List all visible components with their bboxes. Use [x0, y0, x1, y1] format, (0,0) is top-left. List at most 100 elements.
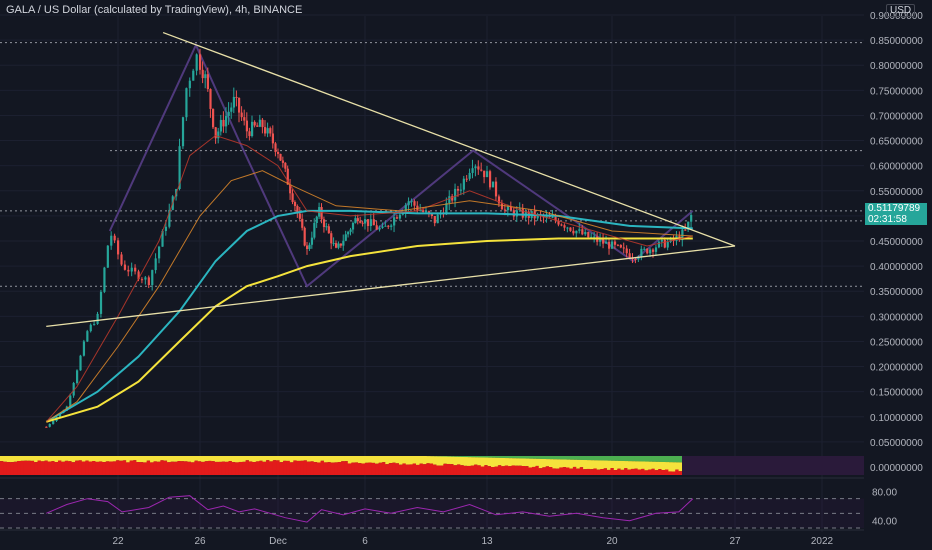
- candle-body: [687, 221, 690, 230]
- heat-cell: [146, 456, 151, 461]
- heat-cell: [95, 456, 100, 462]
- price-tick-label: 0.15000000: [870, 388, 923, 399]
- heat-cell: [453, 456, 458, 466]
- heat-cell: [225, 456, 230, 462]
- candle-body: [286, 168, 289, 185]
- heat-cell: [248, 461, 253, 475]
- price-tick-label: 0.40000000: [870, 262, 923, 273]
- heat-cell: [211, 461, 216, 475]
- candle-body: [147, 277, 150, 286]
- heat-cell: [150, 456, 155, 463]
- candle-body: [628, 253, 631, 259]
- candle-body: [684, 229, 687, 231]
- heat-cell: [160, 460, 165, 475]
- heat-cell: [535, 465, 540, 475]
- heat-cell: [535, 456, 540, 459]
- heat-cell: [624, 468, 629, 475]
- heat-cell: [637, 456, 642, 462]
- time-tick-label: Dec: [269, 536, 287, 547]
- heat-cell: [678, 462, 683, 472]
- price-axis[interactable]: 0.900000000.850000000.800000000.75000000…: [864, 0, 932, 550]
- candle-body: [206, 74, 209, 90]
- heat-cell: [20, 460, 25, 475]
- heat-cell: [375, 463, 380, 475]
- heat-cell: [156, 461, 161, 475]
- heat-cell: [129, 460, 134, 475]
- candle-body: [430, 214, 434, 216]
- candle-body: [256, 125, 259, 127]
- heat-cell: [658, 461, 663, 470]
- heat-cell: [211, 456, 216, 462]
- time-tick-label: 6: [362, 536, 368, 547]
- heat-cell: [190, 462, 195, 475]
- candle-body: [584, 232, 587, 235]
- heat-cell: [17, 456, 22, 461]
- candle-body: [646, 248, 649, 254]
- heat-cell: [395, 456, 400, 464]
- heat-cell: [463, 456, 468, 458]
- heat-cell: [473, 457, 478, 465]
- candle-body: [372, 219, 375, 226]
- candle-body: [483, 170, 486, 178]
- heat-cell: [641, 456, 646, 462]
- candle-body: [82, 341, 86, 356]
- heat-cell: [630, 456, 635, 462]
- heat-cell: [443, 456, 448, 457]
- heat-cell: [576, 456, 581, 460]
- heat-cell: [525, 456, 530, 459]
- rsi-pane: 80.00 40.00: [0, 487, 897, 531]
- heat-cell: [416, 464, 421, 475]
- heat-cell: [47, 456, 52, 462]
- heat-cell: [658, 456, 663, 462]
- candle-body: [419, 210, 422, 212]
- candle-body: [235, 96, 238, 98]
- heat-cell: [596, 469, 601, 475]
- rsi-tick-label: 40.00: [872, 517, 897, 528]
- heat-cell: [27, 456, 32, 461]
- heat-cell: [78, 456, 83, 461]
- candle-body: [164, 226, 168, 231]
- candle-body: [113, 235, 116, 241]
- heat-cell: [477, 457, 482, 466]
- heat-cell: [651, 461, 656, 469]
- heat-cell: [75, 460, 80, 475]
- heat-cell: [467, 465, 472, 475]
- candle-body: [219, 119, 222, 132]
- candle-body: [313, 222, 316, 238]
- heat-cell: [388, 463, 393, 475]
- heat-cell: [664, 456, 669, 463]
- candle-body: [404, 205, 407, 212]
- heat-cell: [184, 461, 189, 475]
- heat-cell: [613, 456, 618, 461]
- candle-body: [497, 196, 501, 204]
- heat-cell: [313, 462, 318, 475]
- heat-cell: [27, 460, 32, 475]
- candle-body: [344, 234, 347, 241]
- heat-cell: [95, 461, 100, 475]
- heat-cell: [552, 468, 557, 475]
- candle-body: [204, 74, 207, 79]
- heat-cell: [368, 462, 373, 475]
- heat-cell: [569, 456, 574, 460]
- heat-cell: [429, 456, 434, 464]
- candle-body: [578, 229, 581, 231]
- candle-body: [248, 131, 251, 137]
- price-axis-bg: [864, 0, 932, 550]
- candle-body: [322, 219, 326, 227]
- currency-label[interactable]: USD: [886, 4, 916, 17]
- candle-body: [619, 244, 622, 248]
- time-axis[interactable]: 22 26 Dec 6 13 20 27 2022: [112, 536, 833, 547]
- candle-body: [289, 184, 292, 194]
- candle-body: [266, 128, 269, 134]
- heat-cell: [88, 456, 93, 462]
- heat-cell: [443, 456, 448, 464]
- heat-cell: [344, 461, 349, 475]
- heat-cell: [552, 459, 557, 469]
- candle-body: [643, 248, 646, 250]
- candle-body: [506, 206, 510, 211]
- heat-cell: [208, 456, 213, 461]
- candle-body: [199, 54, 202, 70]
- heat-cell: [552, 456, 557, 460]
- heat-cell: [361, 463, 366, 475]
